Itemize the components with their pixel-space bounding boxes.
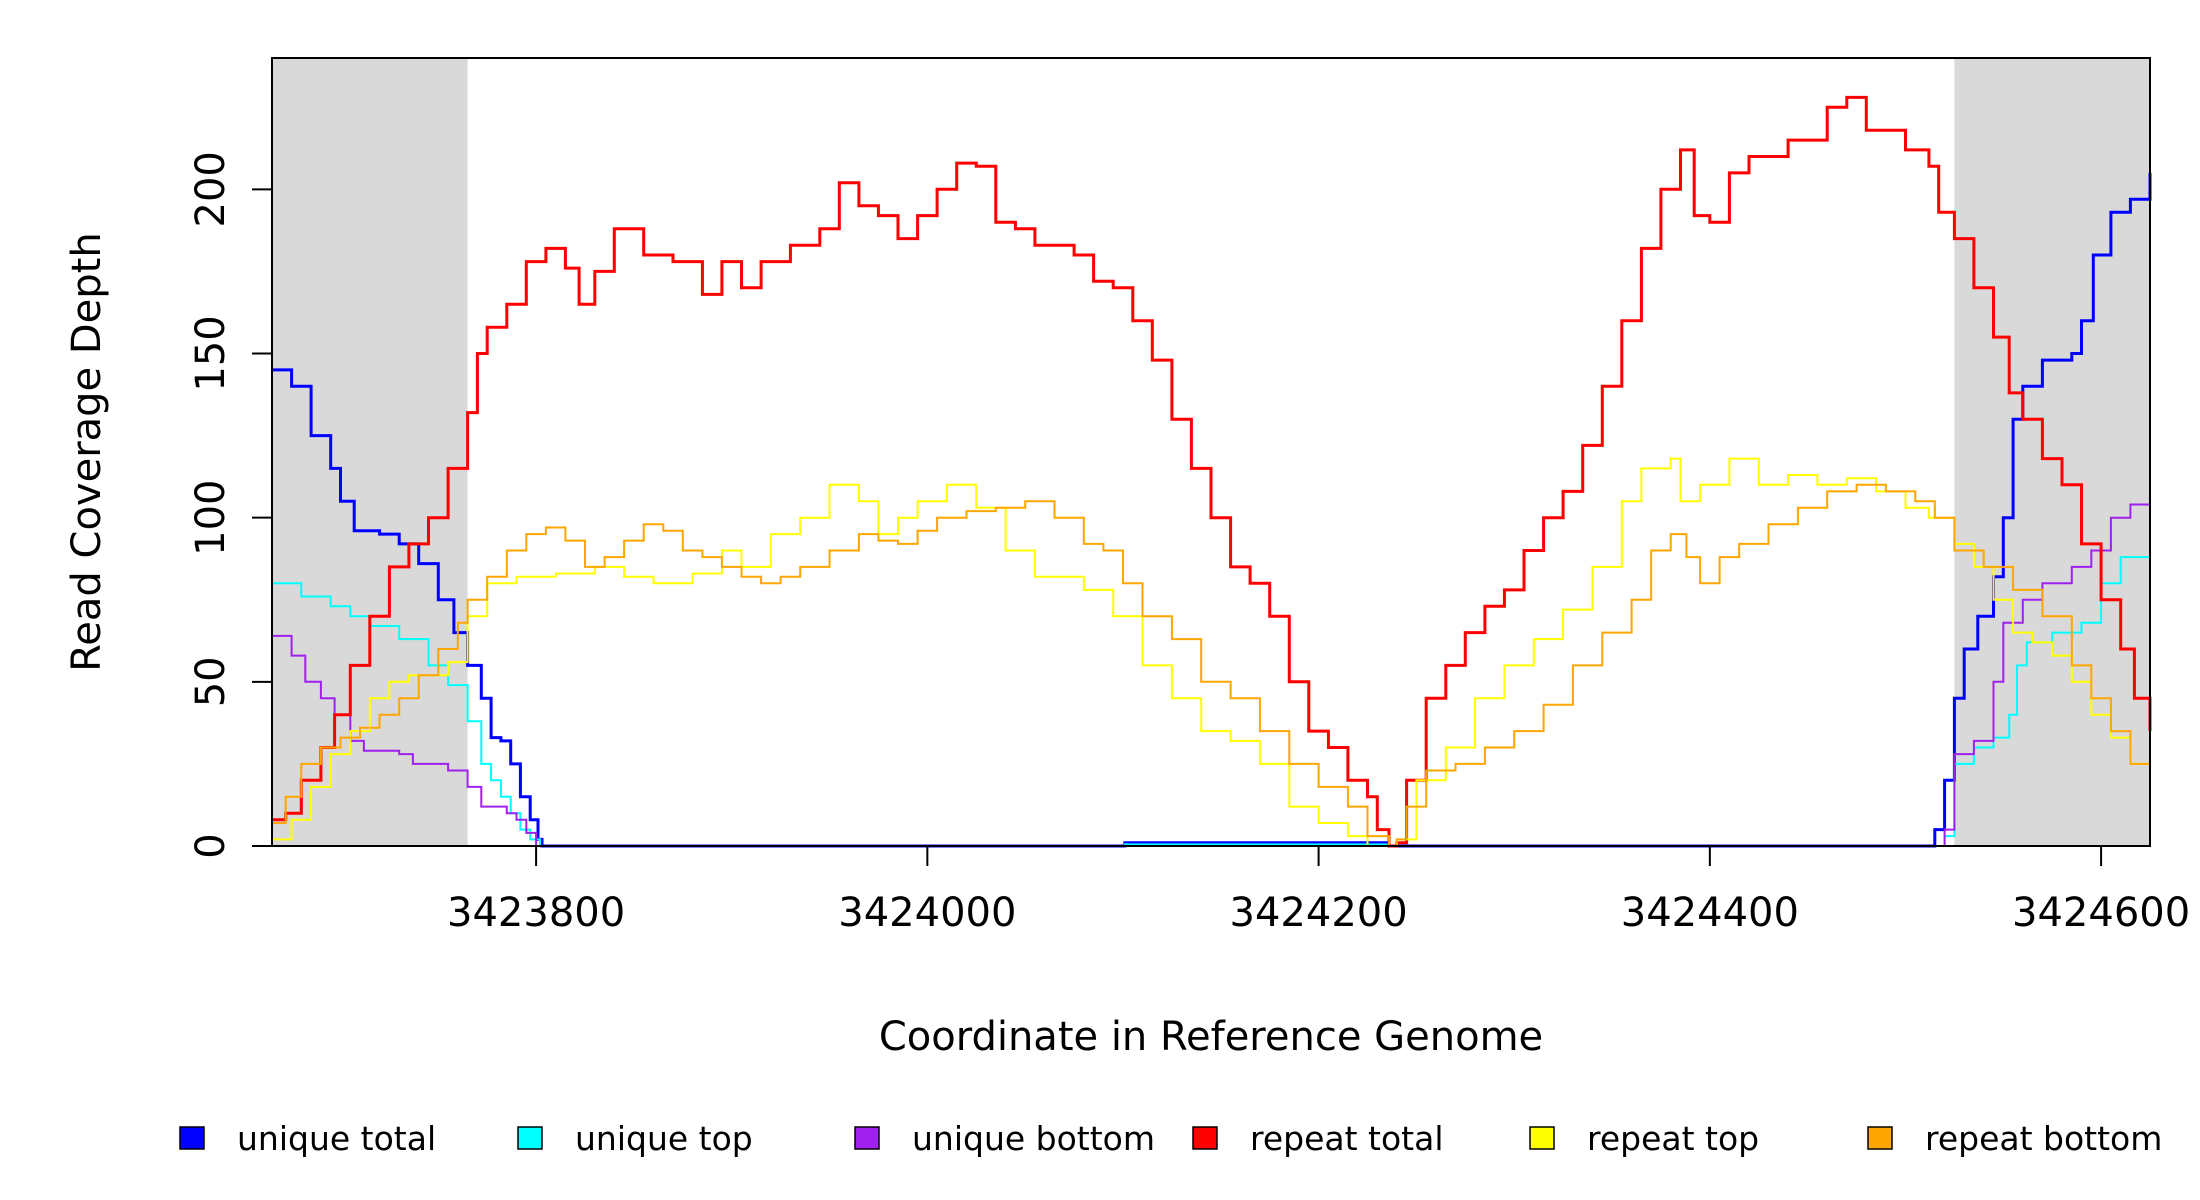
x-tick-label-3424600: 3424600: [2012, 890, 2190, 936]
x-axis-title: Coordinate in Reference Genome: [879, 1014, 1543, 1060]
series-unique-bottom: [272, 494, 2151, 847]
y-tick-label-200: 200: [188, 151, 234, 227]
series-repeat-bottom: [272, 483, 2151, 847]
legend-label-unique-top: unique top: [575, 1119, 753, 1158]
legend-swatch-repeat-top: [1529, 1126, 1555, 1150]
x-tick-label-3424200: 3424200: [1230, 890, 1408, 936]
legend-label-unique-total: unique total: [237, 1119, 436, 1158]
series-repeat-total: [272, 95, 2152, 848]
y-tick-label-150: 150: [188, 315, 234, 391]
y-axis-title: Read Coverage Depth: [64, 232, 110, 671]
x-tick-label-3424400: 3424400: [1621, 890, 1799, 936]
y-tick-label-100: 100: [188, 479, 234, 555]
legend-swatch-unique-total: [179, 1126, 205, 1150]
series-unique-top: [272, 527, 2151, 847]
legend-label-repeat-top: repeat top: [1587, 1119, 1759, 1158]
legend-swatch-repeat-bottom: [1867, 1126, 1893, 1150]
legend-label-repeat-bottom: repeat bottom: [1925, 1119, 2162, 1158]
y-axis: 0 50 100 150 200: [188, 151, 272, 859]
legend: unique total unique top unique bottom repea…: [179, 1119, 2162, 1158]
x-axis: 3423800 3424000 3424200 3424400 3424600: [447, 846, 2190, 936]
shaded-region-2: [1954, 58, 2150, 846]
plot-frame: [271, 57, 2151, 847]
legend-swatch-repeat-total: [1192, 1126, 1218, 1150]
y-tick-label-0: 0: [188, 833, 234, 858]
x-tick-label-3423800: 3423800: [447, 890, 625, 936]
series-lines: [272, 95, 2152, 848]
legend-label-repeat-total: repeat total: [1250, 1119, 1444, 1158]
series-repeat-top: [272, 457, 2151, 847]
legend-label-unique-bottom: unique bottom: [912, 1119, 1155, 1158]
x-tick-label-3424000: 3424000: [838, 890, 1016, 936]
legend-swatch-unique-bottom: [854, 1126, 880, 1150]
legend-swatch-unique-top: [517, 1126, 543, 1150]
shaded-regions: [272, 58, 2150, 846]
y-tick-label-50: 50: [188, 656, 234, 707]
